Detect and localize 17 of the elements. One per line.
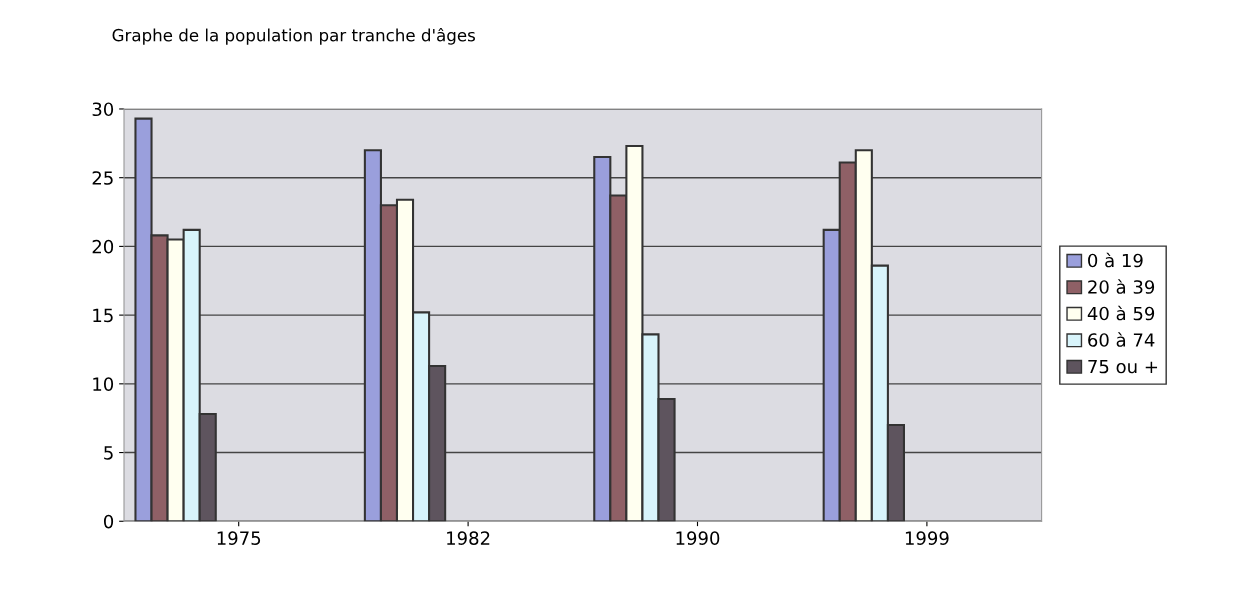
y-tick-label: 20: [92, 239, 114, 254]
legend-label: 0 à 19: [1088, 252, 1143, 268]
legend-label: 60 à 74: [1088, 332, 1155, 347]
y-tick-label: 10: [93, 377, 114, 391]
y-tick-label: 0: [103, 514, 114, 529]
y-tick-label: 30: [92, 102, 114, 117]
y-tick-label: 5: [104, 446, 113, 460]
legend-label: 40 à 59: [1087, 305, 1155, 321]
chart-title: Graphe de la population par tranche d'âges: [112, 27, 475, 45]
legend-label: 75 ou +: [1088, 359, 1158, 374]
x-tick-label: 1999: [905, 531, 949, 545]
y-tick-label: 25: [92, 171, 113, 185]
y-tick-label: 15: [93, 308, 113, 323]
legend-label: 20 à 39: [1088, 279, 1155, 294]
x-tick-label: 1990: [676, 531, 720, 545]
x-tick-label: 1982: [447, 531, 490, 545]
x-tick-label: 1975: [217, 531, 261, 545]
